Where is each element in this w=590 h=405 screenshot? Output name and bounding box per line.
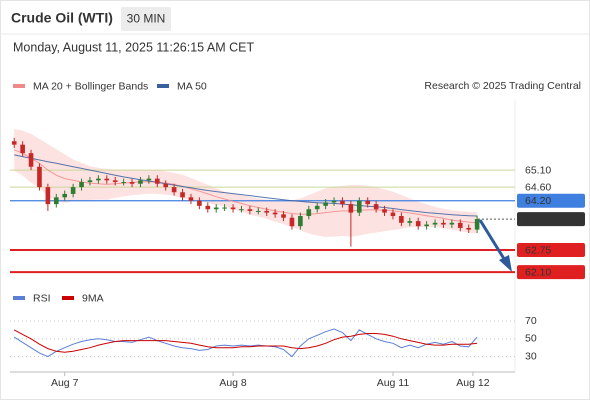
rsi-line [13,329,478,353]
candle-body [112,180,118,183]
legend-label: 9MA [82,292,104,304]
candle-body [449,222,455,225]
candle-body [37,166,42,188]
interval-badge [121,7,171,31]
level-label: 64.60 [525,181,551,193]
candle-body [255,210,261,212]
forecast-arrow [478,219,508,263]
level-label: 65.10 [525,164,551,176]
candle-body [62,193,68,198]
candle-body [382,209,387,213]
candle-body [20,144,25,154]
candle-body [415,221,421,227]
candle-body [314,205,320,210]
candle-body [205,205,211,210]
candle-body [138,180,143,184]
candle-body [289,217,295,227]
candle-body [390,212,396,217]
candle-body [96,178,101,181]
level-label: 64.20 [525,195,551,207]
x-tick-label: Aug 7 [51,377,79,389]
candle-body [79,182,84,188]
candle-body [306,209,312,217]
candle-body [53,197,59,205]
candle-body [11,141,17,145]
candle-body [104,178,110,181]
y-tick-label: 50 [525,333,537,345]
candle-body [163,183,169,188]
candle-body [121,182,126,184]
x-tick-label: Aug 8 [219,377,247,389]
candle-body [247,209,253,211]
candle-body [70,187,76,194]
ma-line [14,154,478,217]
candle-body [230,207,236,210]
candle-body [45,187,51,205]
legend-swatch [62,296,74,300]
level-box [517,212,585,227]
candle-body [129,182,135,184]
candle-body [213,207,219,210]
legend-swatch [13,296,25,300]
candle-body [340,200,345,205]
candle-body [171,187,177,193]
candle-body [222,207,227,209]
candle-body [298,216,303,227]
candle-body [154,178,160,184]
candle-body [180,192,185,198]
rsi-line [13,328,478,358]
candle-body [281,214,286,218]
y-tick-label: 70 [525,315,537,327]
legend-label: MA 50 [177,80,207,92]
candle-body [356,200,362,213]
candle-body [432,222,438,225]
credit: Research © 2025 Trading Central [424,80,581,92]
level-box [517,243,585,257]
candle-body [264,210,270,213]
bollinger-lower [13,169,478,237]
candle-body [87,180,93,183]
x-tick-label: Aug 11 [377,377,410,389]
candle-body [146,178,152,181]
y-tick-label: 30 [525,350,537,362]
candle-body [424,224,429,227]
candle-body [457,222,463,228]
candle-body [365,200,371,205]
candle-body [348,204,354,213]
legend-label: RSI [33,292,51,304]
bollinger-upper [14,128,478,214]
candle-body [188,197,194,201]
level-box [517,265,585,280]
forecast-arrow-head [499,255,512,272]
x-tick-label: Aug 12 [456,377,489,389]
level-label: 62.75 [525,244,551,256]
level-label: 62.10 [525,266,551,278]
candle-body [441,222,446,225]
legend-label: MA 20 + Bollinger Bands [33,80,148,92]
level-box [517,193,585,208]
candle-body [272,212,278,215]
legend-swatch [157,84,169,88]
interval: 30 MIN [127,12,166,26]
candle-body [331,200,337,203]
candle-body [399,216,404,223]
candle-body [474,219,480,230]
candle-body [323,202,328,206]
candle-body [197,200,202,206]
candle-body [373,204,379,210]
legend-swatch [13,84,25,88]
ma-line [14,149,478,224]
level-label: 63.66 [525,213,551,225]
candle-body [239,209,244,211]
datetime: Monday, August 11, 2025 11:26:15 AM CET [13,40,254,54]
candle-body [28,153,34,167]
title: Crude Oil (WTI) [11,10,113,26]
candle-body [407,221,413,223]
candle-body [466,227,472,230]
